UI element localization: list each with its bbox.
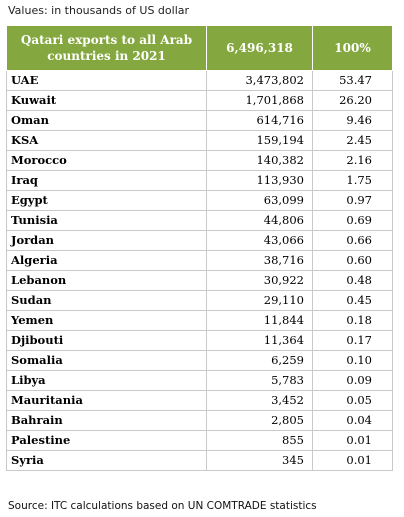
value-cell: 38,716 bbox=[206, 250, 313, 271]
country-cell: Tunisia bbox=[6, 210, 207, 231]
table-row: Mauritania 3,452 0.05 bbox=[6, 390, 393, 411]
table-row: Libya 5,783 0.09 bbox=[6, 370, 393, 391]
table-row: Tunisia 44,806 0.69 bbox=[6, 210, 393, 231]
country-cell: KSA bbox=[6, 130, 207, 151]
percent-cell: 0.01 bbox=[312, 450, 393, 471]
header-label: Qatari exports to all Arab countries in … bbox=[6, 25, 207, 71]
percent-cell: 0.04 bbox=[312, 410, 393, 431]
value-cell: 1,701,868 bbox=[206, 90, 313, 111]
country-cell: Algeria bbox=[6, 250, 207, 271]
table-row: Kuwait 1,701,868 26.20 bbox=[6, 90, 393, 111]
header-row: Qatari exports to all Arab countries in … bbox=[6, 25, 393, 71]
value-cell: 44,806 bbox=[206, 210, 313, 231]
table-row: Morocco 140,382 2.16 bbox=[6, 150, 393, 171]
table-row: Somalia 6,259 0.10 bbox=[6, 350, 393, 371]
source-note: Source: ITC calculations based on UN COM… bbox=[8, 500, 317, 512]
country-cell: Morocco bbox=[6, 150, 207, 171]
exports-table-container: Qatari exports to all Arab countries in … bbox=[6, 25, 393, 471]
table-header: Qatari exports to all Arab countries in … bbox=[6, 25, 393, 71]
value-cell: 855 bbox=[206, 430, 313, 451]
value-cell: 30,922 bbox=[206, 270, 313, 291]
exports-table: Qatari exports to all Arab countries in … bbox=[6, 25, 393, 471]
header-percent: 100% bbox=[312, 25, 393, 71]
value-cell: 43,066 bbox=[206, 230, 313, 251]
country-cell: Mauritania bbox=[6, 390, 207, 411]
percent-cell: 2.16 bbox=[312, 150, 393, 171]
country-cell: Sudan bbox=[6, 290, 207, 311]
percent-cell: 0.66 bbox=[312, 230, 393, 251]
table-row: Iraq 113,930 1.75 bbox=[6, 170, 393, 191]
value-cell: 63,099 bbox=[206, 190, 313, 211]
percent-cell: 2.45 bbox=[312, 130, 393, 151]
country-cell: Syria bbox=[6, 450, 207, 471]
value-cell: 5,783 bbox=[206, 370, 313, 391]
table-row: Djibouti 11,364 0.17 bbox=[6, 330, 393, 351]
table-row: Algeria 38,716 0.60 bbox=[6, 250, 393, 271]
percent-cell: 0.60 bbox=[312, 250, 393, 271]
percent-cell: 0.17 bbox=[312, 330, 393, 351]
country-cell: UAE bbox=[6, 70, 207, 91]
value-cell: 3,452 bbox=[206, 390, 313, 411]
percent-cell: 0.69 bbox=[312, 210, 393, 231]
country-cell: Djibouti bbox=[6, 330, 207, 351]
country-cell: Yemen bbox=[6, 310, 207, 331]
table-row: Yemen 11,844 0.18 bbox=[6, 310, 393, 331]
percent-cell: 9.46 bbox=[312, 110, 393, 131]
country-cell: Bahrain bbox=[6, 410, 207, 431]
percent-cell: 0.45 bbox=[312, 290, 393, 311]
value-cell: 614,716 bbox=[206, 110, 313, 131]
country-cell: Libya bbox=[6, 370, 207, 391]
table-row: Egypt 63,099 0.97 bbox=[6, 190, 393, 211]
table-row: Jordan 43,066 0.66 bbox=[6, 230, 393, 251]
value-cell: 113,930 bbox=[206, 170, 313, 191]
table-body: UAE 3,473,802 53.47 Kuwait 1,701,868 26.20 Oma… bbox=[6, 70, 393, 471]
table-row: Oman 614,716 9.46 bbox=[6, 110, 393, 131]
value-cell: 11,844 bbox=[206, 310, 313, 331]
percent-cell: 0.48 bbox=[312, 270, 393, 291]
value-cell: 159,194 bbox=[206, 130, 313, 151]
value-cell: 29,110 bbox=[206, 290, 313, 311]
table-row: Syria 345 0.01 bbox=[6, 450, 393, 471]
percent-cell: 26.20 bbox=[312, 90, 393, 111]
country-cell: Jordan bbox=[6, 230, 207, 251]
percent-cell: 0.09 bbox=[312, 370, 393, 391]
value-cell: 345 bbox=[206, 450, 313, 471]
country-cell: Kuwait bbox=[6, 90, 207, 111]
value-cell: 3,473,802 bbox=[206, 70, 313, 91]
table-row: Lebanon 30,922 0.48 bbox=[6, 270, 393, 291]
percent-cell: 53.47 bbox=[312, 70, 393, 91]
value-cell: 2,805 bbox=[206, 410, 313, 431]
units-note: Values: in thousands of US dollar bbox=[8, 4, 190, 17]
country-cell: Palestine bbox=[6, 430, 207, 451]
country-cell: Iraq bbox=[6, 170, 207, 191]
country-cell: Oman bbox=[6, 110, 207, 131]
table-row: Bahrain 2,805 0.04 bbox=[6, 410, 393, 431]
percent-cell: 0.05 bbox=[312, 390, 393, 411]
table-row: UAE 3,473,802 53.47 bbox=[6, 70, 393, 91]
value-cell: 140,382 bbox=[206, 150, 313, 171]
percent-cell: 0.10 bbox=[312, 350, 393, 371]
value-cell: 6,259 bbox=[206, 350, 313, 371]
percent-cell: 1.75 bbox=[312, 170, 393, 191]
percent-cell: 0.01 bbox=[312, 430, 393, 451]
table-row: Palestine 855 0.01 bbox=[6, 430, 393, 451]
table-row: KSA 159,194 2.45 bbox=[6, 130, 393, 151]
country-cell: Somalia bbox=[6, 350, 207, 371]
percent-cell: 0.97 bbox=[312, 190, 393, 211]
country-cell: Lebanon bbox=[6, 270, 207, 291]
value-cell: 11,364 bbox=[206, 330, 313, 351]
percent-cell: 0.18 bbox=[312, 310, 393, 331]
country-cell: Egypt bbox=[6, 190, 207, 211]
table-row: Sudan 29,110 0.45 bbox=[6, 290, 393, 311]
header-total: 6,496,318 bbox=[206, 25, 313, 71]
